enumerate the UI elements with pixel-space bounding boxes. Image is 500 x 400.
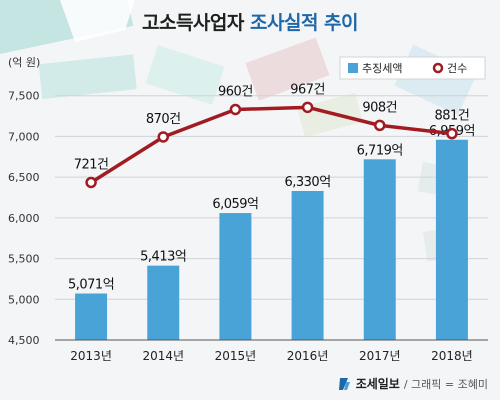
bar-series <box>75 139 468 340</box>
count-label: 870건 <box>146 112 181 127</box>
y-tick-label: 6,000 <box>8 212 40 225</box>
legend-swatch-line <box>432 62 444 74</box>
x-tick-label: 2013년 <box>70 349 112 363</box>
count-line <box>90 105 453 184</box>
y-tick-label: 5,500 <box>8 253 40 266</box>
count-point <box>229 103 242 116</box>
bar <box>363 159 396 340</box>
credit-text: / 그래픽 = 조혜미 <box>403 377 488 391</box>
count-point <box>85 176 97 189</box>
title-main: 고소득사업자 <box>141 12 244 34</box>
bar <box>75 293 108 340</box>
count-label: 908건 <box>362 100 397 115</box>
count-label: 960건 <box>218 84 253 99</box>
y-tick-label: 5,000 <box>8 293 40 306</box>
legend-label-line: 건수 <box>447 62 467 75</box>
bar-value-label: 6,719억 <box>357 143 403 158</box>
brand-name: 조세일보 <box>355 377 400 391</box>
line-series: 721건 870건 960건 967건 908건 881건 <box>74 82 470 189</box>
x-tick-label: 2015년 <box>215 349 257 363</box>
bar <box>219 213 252 340</box>
legend: 추징세액 건수 <box>339 56 486 80</box>
count-point <box>157 131 169 143</box>
bar-value-label: 5,071억 <box>68 278 114 293</box>
gridlines <box>55 95 488 341</box>
y-tick-label: 7,500 <box>8 90 40 103</box>
bar-value-label: 5,413억 <box>140 250 186 265</box>
y-tick-label: 4,500 <box>8 334 40 347</box>
x-tick-label: 2018년 <box>431 349 473 363</box>
bar-value-label: 6,059억 <box>212 197 258 212</box>
y-tick-label: 6,500 <box>8 171 40 184</box>
x-tick-label: 2017년 <box>359 349 401 363</box>
y-axis-label: (억 원) <box>8 56 40 69</box>
brand-logo-icon <box>338 377 350 390</box>
bar-value-label: 6,330억 <box>284 175 330 190</box>
bar <box>291 190 324 340</box>
legend-label-bar: 추징세액 <box>362 62 402 75</box>
x-tick-label: 2014년 <box>142 349 184 363</box>
bar <box>147 265 180 340</box>
legend-box <box>339 56 486 80</box>
count-point <box>446 127 458 140</box>
title-accent: 조사실적 추이 <box>250 12 359 34</box>
y-axis: 4,500 5,000 5,500 6,000 6,500 7,000 7,500 (억 원) <box>8 56 40 347</box>
legend-swatch-bar <box>348 63 358 73</box>
count-point <box>374 119 386 132</box>
footer-credit: 조세일보 / 그래픽 = 조혜미 <box>336 375 488 392</box>
count-label: 721건 <box>74 157 109 172</box>
chart-title: 고소득사업자 조사실적 추이 <box>0 8 500 35</box>
count-point <box>301 101 314 114</box>
y-tick-label: 7,000 <box>8 130 40 143</box>
count-label: 881건 <box>435 109 470 124</box>
x-axis: 2013년 2014년 2015년 2016년 2017년 2018년 <box>55 339 488 363</box>
bar <box>435 139 468 340</box>
count-label: 967건 <box>290 82 325 97</box>
x-tick-label: 2016년 <box>287 349 329 363</box>
